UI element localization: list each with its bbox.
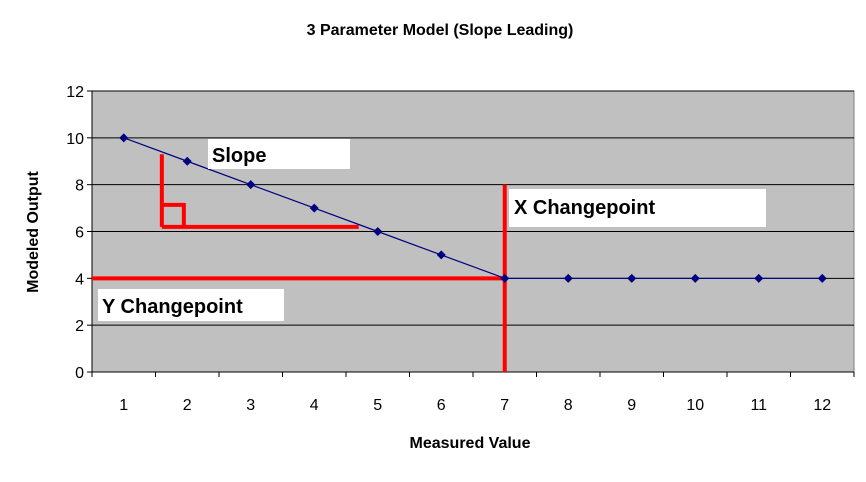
y-tick-label: 8 <box>75 178 84 195</box>
y-tick-label: 6 <box>75 225 84 242</box>
x-tick-label: 12 <box>813 397 831 414</box>
x-tick-label: 6 <box>437 397 446 414</box>
x-changepoint-label: X Changepoint <box>514 197 655 219</box>
x-tick-label: 9 <box>627 397 636 414</box>
chart-title: 3 Parameter Model (Slope Leading) <box>307 22 574 39</box>
series-line <box>119 133 827 283</box>
y-changepoint-label-box <box>98 289 284 321</box>
x-tick-label: 2 <box>183 397 192 414</box>
x-tick-label: 11 <box>750 397 767 414</box>
right-angle-marker <box>161 202 186 227</box>
x-tick-label: 1 <box>119 397 128 414</box>
data-point <box>309 203 319 213</box>
y-axis-title: Modeled Output <box>25 170 42 292</box>
data-point <box>563 273 573 283</box>
data-point <box>754 273 764 283</box>
data-point <box>182 156 192 166</box>
x-tick-label: 5 <box>373 397 382 414</box>
data-point <box>436 250 446 260</box>
x-tick-label: 3 <box>246 397 255 414</box>
y-tick-label: 10 <box>66 131 84 148</box>
y-changepoint-label: Y Changepoint <box>102 296 243 318</box>
y-tick-labels: 0 2 4 6 8 10 12 <box>66 84 84 382</box>
x-tick-label: 4 <box>310 397 319 414</box>
x-tick-label: 8 <box>564 397 573 414</box>
x-changepoint-label-box <box>509 189 766 227</box>
x-tick-labels: 1 2 3 4 5 6 7 8 9 10 11 12 <box>119 397 831 414</box>
data-point <box>246 180 256 190</box>
data-point <box>817 273 827 283</box>
annotation-labels: Slope X Changepoint Y Changepoint <box>98 139 766 321</box>
x-tick-label: 10 <box>686 397 704 414</box>
y-tick-label: 0 <box>75 365 84 382</box>
data-point <box>500 273 510 283</box>
data-point <box>627 273 637 283</box>
data-point <box>690 273 700 283</box>
x-axis-title: Measured Value <box>410 435 531 452</box>
series-line-0 <box>123 137 823 279</box>
x-tick-label: 7 <box>500 397 509 414</box>
y-tick-label: 12 <box>66 84 84 101</box>
data-point <box>373 227 383 236</box>
slope-label: Slope <box>212 145 266 167</box>
y-tick-label: 2 <box>75 318 84 335</box>
data-point <box>119 133 129 143</box>
slope-label-box <box>208 139 350 169</box>
y-tick-label: 4 <box>75 271 84 288</box>
axes <box>87 90 855 377</box>
